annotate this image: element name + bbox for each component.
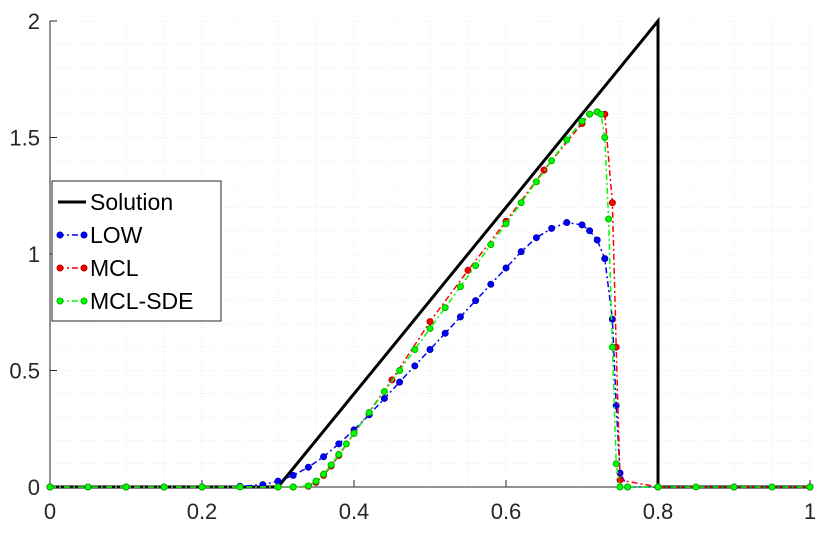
data-point-mcl-sde xyxy=(517,199,525,207)
data-point-mcl-sde xyxy=(304,482,312,490)
x-tick-label: 0 xyxy=(44,499,56,524)
data-point-low xyxy=(304,463,312,471)
data-point-mcl-sde xyxy=(608,343,616,351)
legend-box xyxy=(51,180,222,322)
data-point-low xyxy=(578,221,586,229)
y-tick-label: 1 xyxy=(28,242,40,267)
data-point-low xyxy=(441,329,449,337)
data-point-mcl-sde xyxy=(122,483,130,491)
data-point-mcl-sde xyxy=(532,178,540,186)
data-point-mcl xyxy=(608,199,616,207)
axes: 0 0.2 0.4 0.6 0.8 1 0 0.5 1 1.5 2 xyxy=(9,9,816,524)
legend-marker-mcl xyxy=(56,264,64,272)
x-tick-label: 0.8 xyxy=(643,499,674,524)
data-point-mcl-sde xyxy=(380,387,388,395)
data-point-mcl-sde xyxy=(198,483,206,491)
data-point-mcl-sde xyxy=(730,483,738,491)
data-point-mcl-sde xyxy=(692,483,700,491)
data-point-mcl-sde xyxy=(597,110,605,118)
series-line-mcl-sde xyxy=(50,111,810,488)
y-tick-label: 1.5 xyxy=(9,126,40,151)
data-point-low xyxy=(274,477,282,485)
data-point-mcl-sde xyxy=(320,470,328,478)
y-tick-label: 0 xyxy=(28,475,40,500)
data-point-mcl-sde xyxy=(605,215,613,223)
data-point-mcl-sde xyxy=(396,367,404,374)
data-point-mcl-sde xyxy=(411,346,419,354)
data-point-low xyxy=(320,453,328,461)
data-point-low xyxy=(593,236,601,244)
data-point-mcl-sde xyxy=(274,483,282,491)
data-point-low xyxy=(426,346,434,354)
data-point-mcl-sde xyxy=(84,483,92,491)
data-point-mcl-sde xyxy=(426,325,434,333)
x-tick-label: 0.2 xyxy=(187,499,218,524)
data-point-low xyxy=(487,280,495,288)
data-point-mcl-sde xyxy=(365,408,373,416)
data-point-mcl-sde xyxy=(487,241,495,249)
x-tick-label: 1 xyxy=(804,499,816,524)
data-point-mcl-sde xyxy=(312,477,320,485)
data-point-low xyxy=(289,471,297,479)
data-point-mcl xyxy=(464,266,472,274)
data-point-low xyxy=(601,255,609,263)
x-tick-label: 0.6 xyxy=(491,499,522,524)
series-layer xyxy=(46,16,814,491)
legend-label-mcl-sde: MCL-SDE xyxy=(90,288,194,314)
data-point-mcl-sde xyxy=(563,136,571,144)
data-point-mcl-sde xyxy=(586,110,594,118)
data-point-mcl-sde xyxy=(342,440,350,448)
data-point-mcl-sde xyxy=(601,134,609,141)
legend-marker-low xyxy=(56,231,64,239)
data-point-low xyxy=(548,224,556,232)
data-point-mcl-sde xyxy=(456,283,464,291)
data-point-mcl-sde xyxy=(472,262,480,270)
data-point-mcl-sde xyxy=(502,220,510,228)
data-point-low xyxy=(380,394,388,402)
data-point-mcl-sde xyxy=(654,483,662,491)
data-point-mcl-sde xyxy=(624,483,632,491)
y-tick-label: 2 xyxy=(28,9,40,34)
data-point-low xyxy=(396,378,404,386)
data-point-mcl-sde xyxy=(327,461,335,469)
data-point-mcl-sde xyxy=(236,483,244,491)
data-point-mcl-sde xyxy=(768,483,776,491)
data-point-mcl-sde xyxy=(289,483,297,491)
data-point-low xyxy=(586,227,594,235)
data-point-mcl-sde xyxy=(160,483,168,491)
x-tick-label: 0.4 xyxy=(339,499,370,524)
data-point-low xyxy=(472,297,480,305)
data-point-low xyxy=(608,315,616,323)
data-point-low xyxy=(532,234,540,242)
data-point-mcl-sde xyxy=(612,460,620,468)
data-point-low xyxy=(335,440,343,448)
legend-label-low: LOW xyxy=(90,222,143,248)
data-point-mcl-sde xyxy=(578,117,586,125)
data-point-mcl-sde xyxy=(548,157,556,165)
data-point-mcl-sde xyxy=(335,450,343,458)
data-point-mcl-sde xyxy=(806,483,814,491)
data-point-mcl xyxy=(426,318,434,326)
legend-marker-mcl xyxy=(80,264,88,272)
legend: Solution LOW MCL MCL-SDE xyxy=(51,180,222,322)
y-tick-label: 0.5 xyxy=(9,359,40,384)
data-point-low xyxy=(517,248,525,256)
data-point-low xyxy=(502,264,510,272)
data-point-mcl-sde xyxy=(350,429,358,437)
data-point-low xyxy=(411,362,419,370)
data-point-mcl-sde xyxy=(441,304,449,312)
legend-label-solution: Solution xyxy=(90,189,173,215)
legend-marker-mcl-sde xyxy=(80,297,88,305)
data-point-mcl-sde xyxy=(616,483,624,491)
legend-label-mcl: MCL xyxy=(90,255,139,281)
data-point-low xyxy=(563,219,571,227)
data-point-low xyxy=(456,313,464,321)
legend-marker-mcl-sde xyxy=(56,297,64,305)
legend-marker-low xyxy=(80,231,88,239)
series-mcl-sde xyxy=(46,108,814,491)
data-point-mcl-sde xyxy=(46,483,54,491)
